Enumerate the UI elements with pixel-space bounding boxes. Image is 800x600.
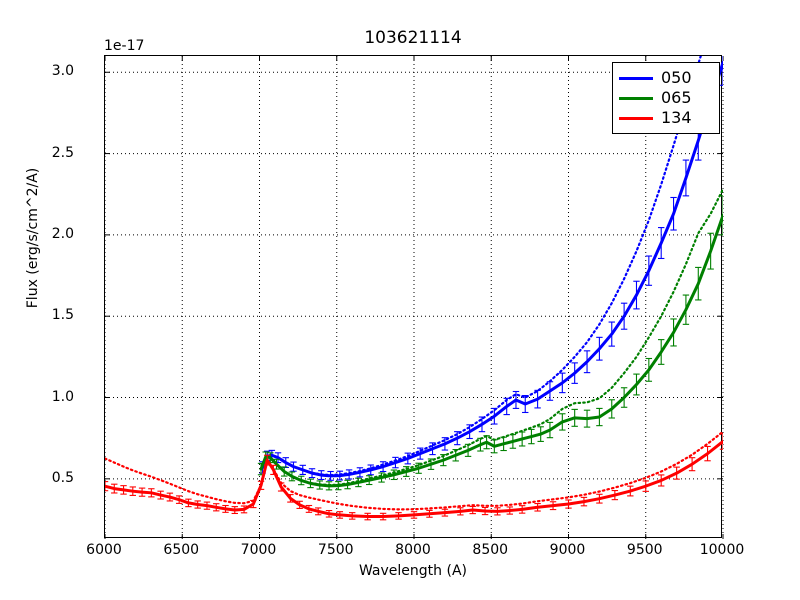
legend-color-swatch-134 <box>619 116 653 120</box>
y-axis-exponent-label: 1e-17 <box>104 38 145 54</box>
y-tick-label: 2.0 <box>51 225 74 242</box>
x-tick-label: 8500 <box>472 542 509 558</box>
legend-item[interactable]: 065 <box>619 88 713 108</box>
legend[interactable]: 050 065 134 <box>612 62 720 134</box>
y-tick-label: 1.0 <box>51 388 74 405</box>
gridlines <box>104 56 724 539</box>
data-line-065 <box>259 213 723 488</box>
x-tick-label: 8000 <box>395 542 431 558</box>
envelope-line-134 <box>105 430 723 511</box>
y-tick-label: 2.5 <box>51 144 74 161</box>
x-tick-label: 6500 <box>163 542 200 558</box>
x-tick-label: 10000 <box>699 542 745 558</box>
y-tick-label: 1.5 <box>51 307 74 324</box>
legend-item[interactable]: 050 <box>619 68 713 88</box>
plot-svg <box>104 56 724 539</box>
legend-color-swatch-065 <box>619 96 653 100</box>
y-tick-label: 3.0 <box>51 63 74 80</box>
legend-item[interactable]: 134 <box>619 108 713 128</box>
errorbars-134 <box>105 433 723 521</box>
series-134 <box>105 430 723 521</box>
envelope-line-065 <box>259 188 723 487</box>
x-tick-label: 9500 <box>626 542 663 558</box>
legend-label-134: 134 <box>661 108 692 127</box>
y-tick-label: 0.5 <box>51 469 74 486</box>
legend-label-065: 065 <box>661 88 692 107</box>
data-line-050 <box>261 61 723 478</box>
x-tick-label: 7000 <box>240 542 277 558</box>
legend-label-050: 050 <box>661 68 692 87</box>
legend-color-swatch-050 <box>619 76 653 80</box>
x-axis-label: Wavelength (A) <box>358 563 467 579</box>
series-065 <box>257 188 723 491</box>
plot-area <box>104 55 724 539</box>
x-tick-label: 7500 <box>317 542 354 558</box>
x-tick-label: 6000 <box>86 542 122 558</box>
series-050 <box>259 56 723 481</box>
x-tick-label: 9000 <box>549 542 586 558</box>
y-axis-label: Flux (erg/s/cm^2/A) <box>25 167 41 309</box>
data-line-134 <box>105 439 723 519</box>
chart-title: 103621114 <box>364 28 462 48</box>
